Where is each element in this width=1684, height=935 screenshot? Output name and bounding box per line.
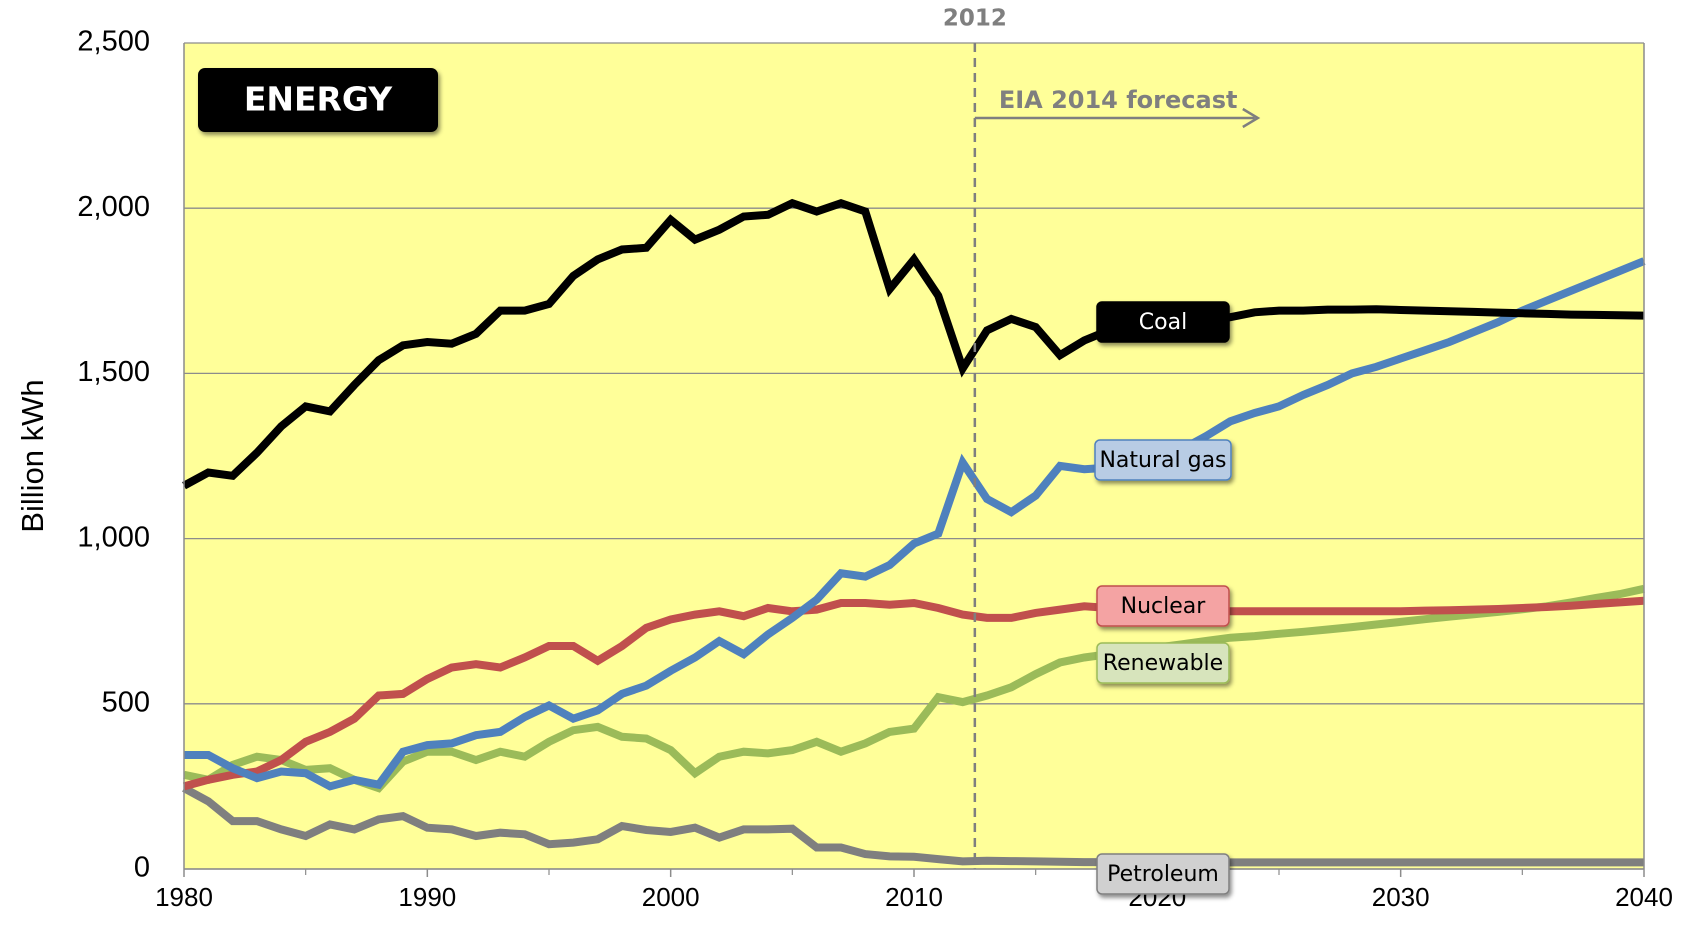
line-series xyxy=(182,198,1645,490)
line-series xyxy=(184,257,1646,791)
forecast-year: 2012 xyxy=(943,6,1007,32)
y-tick-label: 1,500 xyxy=(77,356,150,388)
y-tick-label: 2,500 xyxy=(77,26,150,58)
y-tick-label: 0 xyxy=(134,852,150,884)
line-series xyxy=(182,596,1645,791)
series-label: Nuclear xyxy=(1121,594,1207,619)
x-tick-label: 2000 xyxy=(642,882,700,912)
series-label: Renewable xyxy=(1103,651,1223,676)
axes: 0 500 1,000 1,500 2,000 2,500 1980 1990 2000 2010… xyxy=(77,26,1673,912)
y-axis-label: Billion kWh xyxy=(15,379,50,532)
series-label-box xyxy=(1096,853,1230,895)
annotations: 2012 EIA 2014 forecast xyxy=(943,6,1261,869)
series-labels: Coal Natural gas Nuclear Renewable Petroleum xyxy=(1094,301,1232,895)
x-tick-label: 1980 xyxy=(155,882,213,912)
forecast-arrowhead xyxy=(1242,107,1261,129)
series-label-box xyxy=(1094,439,1232,481)
x-tick-label: 1990 xyxy=(398,882,456,912)
x-tick-label: 2010 xyxy=(885,882,943,912)
y-tick-label: 2,000 xyxy=(77,191,150,223)
line-series xyxy=(183,584,1645,793)
series-label: Coal xyxy=(1139,310,1187,335)
y-tick-label: 500 xyxy=(102,686,150,718)
plot-background xyxy=(184,43,1644,869)
series-label: Natural gas xyxy=(1099,448,1226,473)
series-label-box xyxy=(1096,585,1230,627)
x-tick-label: 2030 xyxy=(1372,882,1430,912)
series-label-box xyxy=(1096,642,1230,684)
lines xyxy=(182,198,1646,867)
y-tick-label: 1,000 xyxy=(77,521,150,553)
badge-box xyxy=(198,68,438,132)
forecast-label: EIA 2014 forecast xyxy=(999,86,1238,114)
series-label: Petroleum xyxy=(1107,862,1219,887)
line-series xyxy=(182,784,1644,867)
series-label-box xyxy=(1096,301,1230,343)
x-tick-label: 2040 xyxy=(1615,882,1673,912)
badge: ENERGY xyxy=(244,80,393,119)
